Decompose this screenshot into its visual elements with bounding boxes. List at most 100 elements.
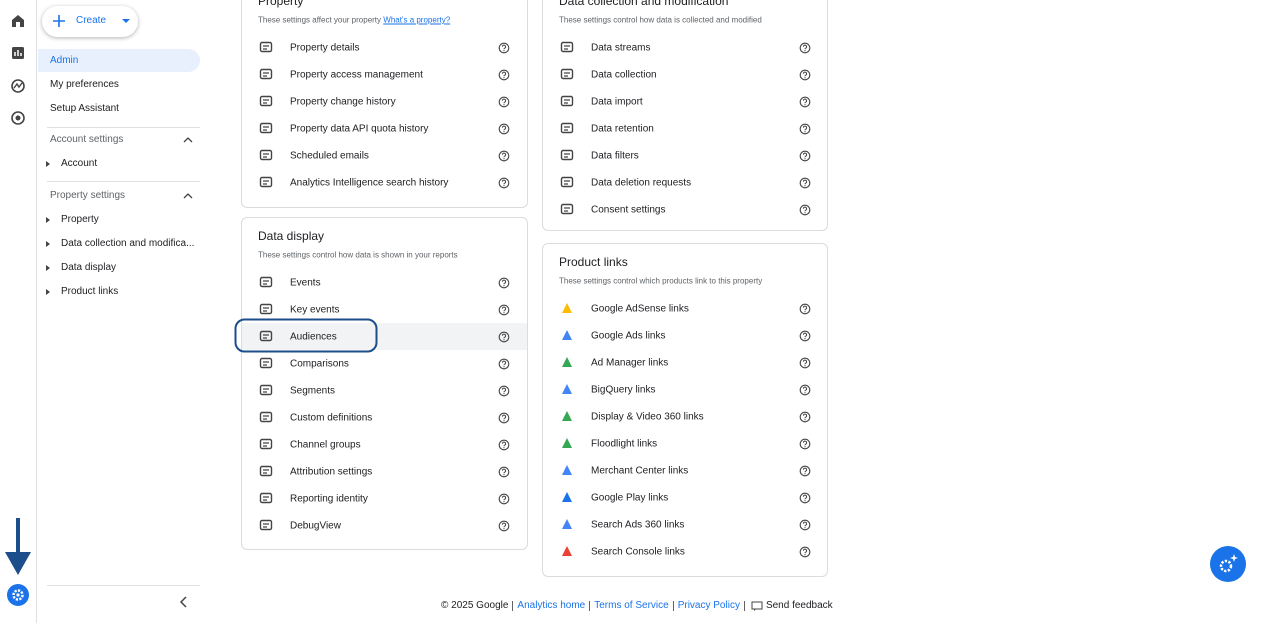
- nav-subitem[interactable]: Product links: [61, 286, 119, 297]
- row-label[interactable]: Audiences: [290, 331, 337, 342]
- row-label[interactable]: Property change history: [290, 96, 396, 107]
- row-label[interactable]: Channel groups: [290, 439, 361, 450]
- help-icon[interactable]: [799, 42, 811, 54]
- help-icon[interactable]: [799, 465, 811, 477]
- settings-row[interactable]: Property change history: [242, 88, 527, 115]
- help-icon[interactable]: [498, 42, 510, 54]
- help-icon[interactable]: [498, 123, 510, 135]
- nav-subitem[interactable]: Property: [61, 214, 99, 225]
- nav-item[interactable]: Setup Assistant: [50, 103, 119, 114]
- settings-row[interactable]: Key events: [242, 296, 527, 323]
- settings-row[interactable]: Events: [242, 269, 527, 296]
- nav-subitem[interactable]: Account: [61, 158, 98, 169]
- help-icon[interactable]: [799, 177, 811, 189]
- settings-row[interactable]: Search Console links: [543, 538, 827, 565]
- nav-item[interactable]: Admin: [38, 49, 200, 72]
- settings-row[interactable]: Property data API quota history: [242, 115, 527, 142]
- row-label[interactable]: Search Ads 360 links: [591, 519, 685, 530]
- settings-row[interactable]: Data streams: [543, 34, 827, 61]
- row-label[interactable]: Display & Video 360 links: [591, 411, 704, 422]
- row-label[interactable]: Data import: [591, 96, 643, 107]
- expand-arrow[interactable]: [46, 217, 50, 223]
- row-label[interactable]: Merchant Center links: [591, 465, 689, 476]
- settings-row[interactable]: Property access management: [242, 61, 527, 88]
- send-feedback-label[interactable]: Send feedback: [765, 599, 833, 611]
- help-icon[interactable]: [799, 384, 811, 396]
- settings-row[interactable]: Audiences: [242, 323, 527, 350]
- chevron[interactable]: [183, 136, 193, 144]
- row-label[interactable]: BigQuery links: [591, 384, 656, 395]
- help-icon[interactable]: [799, 519, 811, 531]
- row-label[interactable]: Segments: [290, 385, 336, 396]
- help-icon[interactable]: [498, 493, 510, 505]
- settings-row[interactable]: Scheduled emails: [242, 142, 527, 169]
- settings-row[interactable]: Segments: [242, 377, 527, 404]
- row-label[interactable]: Property details: [290, 42, 360, 53]
- help-icon[interactable]: [498, 466, 510, 478]
- settings-row[interactable]: DebugView: [242, 512, 527, 539]
- nav-subitem[interactable]: Data collection and modifica...: [61, 238, 195, 249]
- help-icon[interactable]: [799, 69, 811, 81]
- row-label[interactable]: Data deletion requests: [591, 177, 692, 188]
- settings-row[interactable]: BigQuery links: [543, 376, 827, 403]
- assistant-button[interactable]: [1209, 545, 1247, 583]
- settings-row[interactable]: Google AdSense links: [543, 295, 827, 322]
- expand-arrow[interactable]: [46, 289, 50, 295]
- row-label[interactable]: Ad Manager links: [591, 357, 669, 368]
- help-icon[interactable]: [799, 204, 811, 216]
- row-label[interactable]: Consent settings: [591, 204, 666, 215]
- row-label[interactable]: Data collection: [591, 69, 657, 80]
- help-icon[interactable]: [799, 546, 811, 558]
- footer-link[interactable]: Privacy Policy: [672, 600, 744, 611]
- row-label[interactable]: Google Ads links: [591, 330, 666, 341]
- help-icon[interactable]: [498, 412, 510, 424]
- row-label[interactable]: Google AdSense links: [591, 303, 689, 314]
- home-icon[interactable]: [12, 15, 24, 27]
- settings-row[interactable]: Merchant Center links: [543, 457, 827, 484]
- nav-item[interactable]: My preferences: [50, 79, 119, 90]
- settings-row[interactable]: Consent settings: [543, 196, 827, 223]
- row-label[interactable]: Key events: [290, 304, 340, 315]
- help-icon[interactable]: [498, 358, 510, 370]
- chevron[interactable]: [183, 192, 193, 200]
- nav-section-title[interactable]: Account settings: [50, 134, 124, 145]
- help-icon[interactable]: [799, 357, 811, 369]
- advertising-icon[interactable]: [11, 111, 25, 125]
- help-icon[interactable]: [498, 304, 510, 316]
- help-icon[interactable]: [498, 439, 510, 451]
- help-icon[interactable]: [799, 96, 811, 108]
- nav-subitem[interactable]: Data display: [61, 262, 117, 273]
- help-icon[interactable]: [498, 69, 510, 81]
- help-link[interactable]: What's a property?: [383, 15, 451, 25]
- row-label[interactable]: Search Console links: [591, 546, 685, 557]
- row-label[interactable]: Data streams: [591, 42, 651, 53]
- expand-arrow[interactable]: [46, 241, 50, 247]
- row-label[interactable]: Custom definitions: [290, 412, 373, 423]
- row-label[interactable]: Data filters: [591, 150, 639, 161]
- footer-link[interactable]: Terms of Service: [589, 600, 672, 611]
- create-button[interactable]: Create: [42, 6, 138, 37]
- help-icon[interactable]: [799, 303, 811, 315]
- settings-row[interactable]: Data import: [543, 88, 827, 115]
- row-label[interactable]: Property access management: [290, 69, 423, 80]
- settings-row[interactable]: Custom definitions: [242, 404, 527, 431]
- settings-row[interactable]: Property details: [242, 34, 527, 61]
- settings-row[interactable]: Channel groups: [242, 431, 527, 458]
- help-icon[interactable]: [799, 411, 811, 423]
- row-label[interactable]: Events: [290, 277, 321, 288]
- collapse-button[interactable]: [178, 596, 190, 608]
- help-icon[interactable]: [498, 277, 510, 289]
- row-label[interactable]: Scheduled emails: [290, 150, 369, 161]
- help-icon[interactable]: [799, 438, 811, 450]
- row-label[interactable]: DebugView: [290, 520, 341, 531]
- explore-icon[interactable]: [11, 79, 25, 93]
- settings-row[interactable]: Comparisons: [242, 350, 527, 377]
- row-label[interactable]: Comparisons: [290, 358, 349, 369]
- settings-row[interactable]: Ad Manager links: [543, 349, 827, 376]
- footer-link[interactable]: Analytics home: [512, 600, 589, 611]
- row-label[interactable]: Floodlight links: [591, 438, 658, 449]
- row-label[interactable]: Reporting identity: [290, 493, 368, 504]
- settings-row[interactable]: Data retention: [543, 115, 827, 142]
- help-icon[interactable]: [799, 123, 811, 135]
- settings-row[interactable]: Display & Video 360 links: [543, 403, 827, 430]
